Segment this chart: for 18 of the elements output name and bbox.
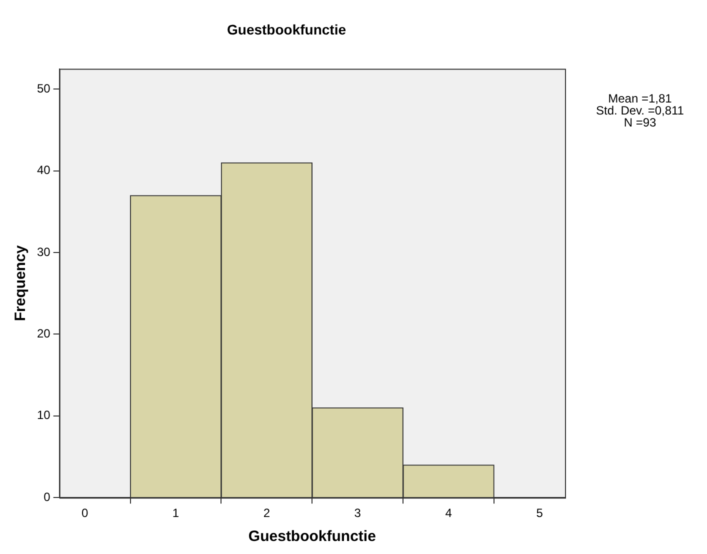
text: N =93 [624,115,656,130]
text: Std. Dev. =0,811 [596,103,684,118]
x-tick-label: 4 [445,506,452,520]
x-tick-label: 1 [172,506,180,520]
x-axis-title: Guestbookfunctie [248,528,376,546]
x-tick-label: 2 [263,506,270,520]
x-tick-label: 3 [354,506,362,520]
x-tick-label: 5 [536,506,544,520]
y-tick-label: 40 [36,163,51,178]
y-axis-title: Frequency [12,244,30,322]
y-tick-label: 30 [36,244,51,259]
y-tick-label: 0 [44,490,51,504]
y-tick-label: 20 [36,326,51,341]
text: Mean =1,81 [608,91,672,106]
y-tick-label: 50 [36,82,51,96]
y-tick-label: 10 [36,408,51,422]
x-tick-label: 0 [81,506,88,520]
chart-title: Guestbookfunctie [226,21,346,38]
